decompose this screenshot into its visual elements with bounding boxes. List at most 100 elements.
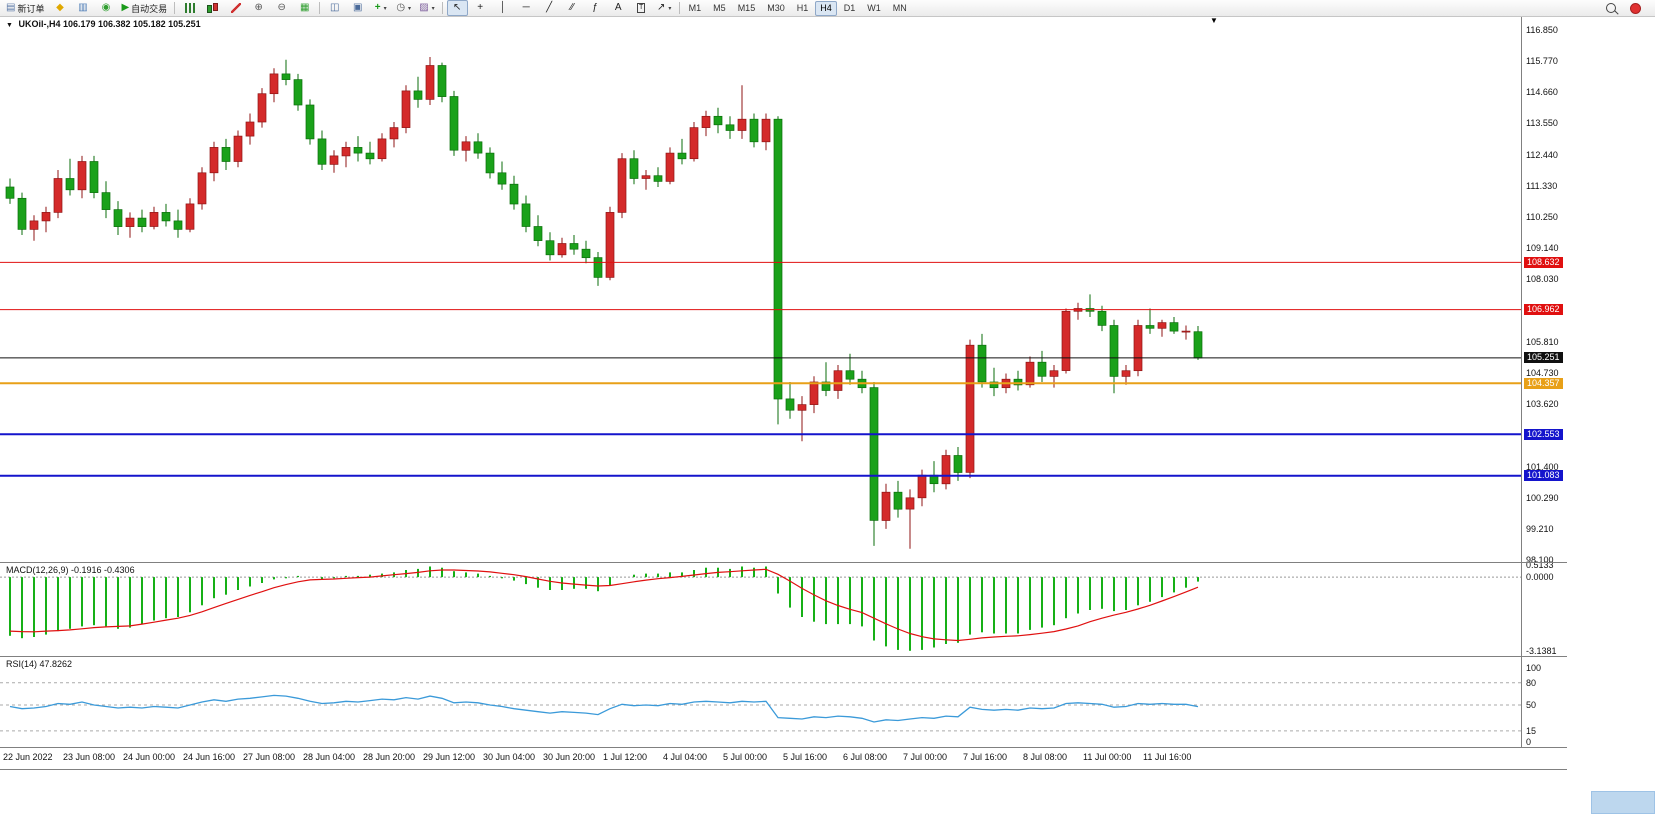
cursor-tool[interactable]: ↖ [446, 0, 468, 16]
search-button[interactable] [1602, 0, 1623, 16]
panel-separator[interactable] [0, 656, 1567, 657]
timeframe-h1[interactable]: H1 [796, 3, 809, 13]
experts-button[interactable]: ◉ [95, 0, 116, 16]
rsi-scale-label: 0 [1526, 737, 1532, 747]
price-tick-label: 98.100 [1526, 555, 1554, 565]
rsi-label: RSI(14) 47.8262 [6, 659, 73, 669]
globe-icon: ◉ [101, 2, 111, 13]
chart-ohlc-label: ▼ UKOil-,H4 106.179 106.382 105.182 105.… [6, 19, 201, 29]
timeframe-w1[interactable]: W1 [867, 3, 881, 13]
chevron-down-icon: ▾ [431, 5, 435, 12]
price-level-tag: 105.251 [1524, 352, 1563, 363]
templates-button[interactable]: ▨ ▾ [416, 0, 437, 16]
crosshair-icon: + [477, 2, 484, 13]
chevron-down-icon: ▾ [668, 5, 672, 12]
plus-icon: + [374, 2, 381, 13]
rsi-panel[interactable] [0, 657, 1521, 747]
timeframe-d1[interactable]: D1 [843, 3, 856, 13]
add-indicator-button[interactable]: + ▾ [370, 0, 391, 16]
price-chart[interactable] [0, 16, 1521, 562]
autotrading-button[interactable]: ▶ 自动交易 [118, 0, 170, 16]
label-tool[interactable]: T [631, 0, 652, 16]
zoom-in-icon: ⊕ [254, 2, 263, 13]
toolbar: ▤ 新订单 ◆ ▥ ◉ ▶ 自动交易 ⊕ ⊖ ▦ ◫ ▣ + ▾ ◷ ▾ ▨ ▾ ↖ + │ ─ ╱ ∕∕ ƒ A T ↗ ▾ M… [0, 0, 1655, 17]
price-tick-label: 99.210 [1526, 524, 1554, 534]
metaeditor-button[interactable]: ◆ [49, 0, 70, 16]
template-icon: ▨ [419, 2, 429, 13]
toolbar-group-chart-type: ⊕ ⊖ ▦ [178, 0, 316, 16]
toolbar-group-right [1601, 0, 1647, 16]
price-tick-label: 101.400 [1526, 462, 1559, 472]
time-axis[interactable]: 22 Jun 2022 23 Jun 08:00 24 Jun 00:00 24 Ju… [0, 748, 1521, 768]
cascade-windows-icon: ▣ [352, 2, 363, 13]
trendline-icon: ╱ [546, 2, 553, 13]
macd-panel[interactable] [0, 563, 1521, 656]
timeframe-mn[interactable]: MN [892, 3, 907, 13]
line-chart-icon [230, 3, 241, 13]
time-label: 28 Jun 20:00 [363, 752, 416, 762]
timeframe-m30[interactable]: M30 [767, 3, 785, 13]
bars-chart-button[interactable] [179, 0, 200, 16]
price-tick-label: 100.290 [1526, 493, 1559, 503]
channel-tool[interactable]: ∕∕ [562, 0, 583, 16]
time-label: 1 Jul 12:00 [603, 752, 648, 762]
cascade-windows-button[interactable]: ▣ [347, 0, 368, 16]
line-chart-button[interactable] [225, 0, 246, 16]
periods-button[interactable]: ◷ ▾ [393, 0, 414, 16]
timeframe-m15[interactable]: M15 [737, 3, 756, 13]
new-order-button[interactable]: ▤ 新订单 [3, 0, 47, 16]
trendline-tool[interactable]: ╱ [539, 0, 560, 16]
time-label: 23 Jun 08:00 [63, 752, 116, 762]
candlestick-icon [207, 3, 219, 13]
time-label: 8 Jul 08:00 [1023, 752, 1068, 762]
charts-window-button[interactable]: ▥ [72, 0, 93, 16]
fibonacci-tool[interactable]: ƒ [585, 0, 606, 16]
time-label: 30 Jun 04:00 [483, 752, 536, 762]
time-label: 11 Jul 16:00 [1143, 752, 1192, 762]
timeframe-m5[interactable]: M5 [713, 3, 726, 13]
cursor-icon: ↖ [452, 2, 462, 13]
price-level-tag: 104.357 [1524, 378, 1563, 389]
zoom-out-button[interactable]: ⊖ [271, 0, 292, 16]
connection-status[interactable] [1625, 0, 1646, 16]
time-label: 7 Jul 16:00 [963, 752, 1008, 762]
vertical-line-tool[interactable]: │ [493, 0, 514, 16]
toolbar-group-windows: ◫ ▣ + ▾ ◷ ▾ ▨ ▾ [323, 0, 438, 16]
toolbar-separator [441, 2, 443, 14]
timeframe-h4[interactable]: H4 [815, 0, 837, 16]
price-level-tag: 106.962 [1524, 304, 1563, 315]
chart-scroll-marker-icon: ▼ [1210, 16, 1218, 25]
horizontal-line-tool[interactable]: ─ [516, 0, 537, 16]
panel-separator[interactable] [0, 562, 1567, 563]
collapse-triangle-icon[interactable]: ▼ [6, 22, 13, 29]
macd-scale-label: 0.0000 [1526, 572, 1554, 582]
crosshair-tool[interactable]: + [470, 0, 491, 16]
symbol-period-label: UKOil-,H4 [18, 19, 61, 29]
toolbar-group-main: ▤ 新订单 ◆ ▥ ◉ ▶ 自动交易 [2, 0, 171, 16]
channel-icon: ∕∕ [570, 2, 574, 13]
time-label: 28 Jun 04:00 [303, 752, 356, 762]
time-label: 7 Jul 00:00 [903, 752, 948, 762]
candles-chart-button[interactable] [202, 0, 223, 16]
autotrading-button-label: 自动交易 [131, 3, 168, 14]
chart-window-icon: ▥ [78, 2, 88, 13]
price-tick-label: 112.440 [1526, 150, 1558, 160]
arrows-tool[interactable]: ↗ ▾ [654, 0, 675, 16]
indicators-button[interactable]: ▦ [294, 0, 315, 16]
fibonacci-icon: ƒ [592, 2, 598, 13]
time-label: 27 Jun 08:00 [243, 752, 296, 762]
panel-separator [0, 747, 1567, 748]
tile-windows-button[interactable]: ◫ [324, 0, 345, 16]
price-axis[interactable]: 116.850 115.770 114.660 113.550 112.440 111.3… [1521, 16, 1568, 747]
time-label: 30 Jun 20:00 [543, 752, 596, 762]
price-tick-label: 111.330 [1526, 181, 1558, 191]
zoom-in-button[interactable]: ⊕ [248, 0, 269, 16]
toolbar-separator [174, 2, 176, 14]
timeframe-m1[interactable]: M1 [688, 3, 702, 13]
arrow-icon: ↗ [656, 2, 666, 13]
time-label: 6 Jul 08:00 [843, 752, 888, 762]
price-level-tag: 102.553 [1524, 429, 1563, 440]
text-tool[interactable]: A [608, 0, 629, 16]
price-tick-label: 108.030 [1526, 274, 1559, 284]
